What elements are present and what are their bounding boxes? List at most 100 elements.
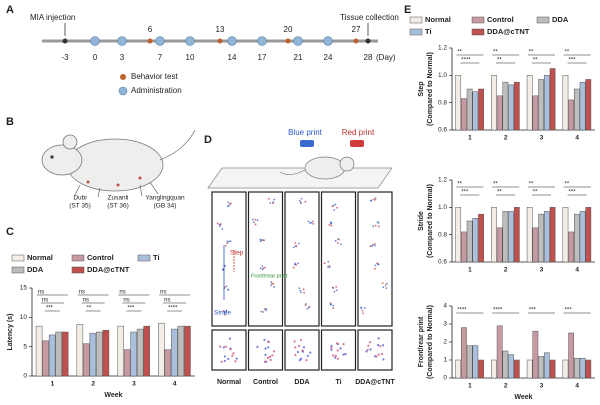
footprint-dot xyxy=(369,245,372,248)
x-tick-label: 4 xyxy=(575,135,579,142)
footprint-dot xyxy=(306,354,309,357)
footprint-dot xyxy=(377,353,380,356)
footprint-dot xyxy=(259,267,262,270)
y-tick-label: 0 xyxy=(443,375,447,382)
behavior-test-dot xyxy=(353,38,359,44)
footprint-dot xyxy=(298,200,301,202)
y-axis-label: Step xyxy=(418,81,425,96)
significance-label: *** xyxy=(569,58,577,64)
footprint-dot xyxy=(305,359,308,362)
footprint-dot xyxy=(265,309,268,312)
footprint-dot xyxy=(301,349,304,352)
significance-label: **** xyxy=(461,58,471,64)
panel-label: D xyxy=(204,134,212,146)
legend-swatch xyxy=(11,266,25,274)
footprint-dot xyxy=(363,307,366,309)
significance-label: ns xyxy=(79,290,85,296)
x-tick-label: 1 xyxy=(51,381,55,388)
footprint-dot xyxy=(262,311,265,313)
group-label: DDA@cTNT xyxy=(355,379,395,386)
bar xyxy=(508,211,514,263)
behavior-test-dot xyxy=(147,38,153,44)
footprint-dot xyxy=(332,307,335,310)
acupoint xyxy=(138,176,142,180)
footprint-box xyxy=(211,191,247,327)
footprint-box xyxy=(357,329,393,371)
x-tick-label: 4 xyxy=(575,267,579,274)
acupoint-code: (ST 35) xyxy=(69,203,91,210)
footprint-dot xyxy=(385,287,388,290)
footprint-dot xyxy=(268,355,272,358)
footprint-dot xyxy=(259,238,262,241)
footprint-dot xyxy=(300,291,303,294)
print-label: Red print xyxy=(342,128,375,137)
test-day-label: 6 xyxy=(148,25,153,34)
significance-label: ** xyxy=(565,182,570,188)
footprint-dot xyxy=(327,260,330,263)
footprint-dot xyxy=(330,348,333,352)
footprint-dot xyxy=(307,306,310,309)
bar xyxy=(461,231,467,263)
acupoint-name: Yanglingquan xyxy=(145,195,185,202)
significance-label: ** xyxy=(497,190,502,196)
footprint-dot xyxy=(229,202,232,205)
walkway xyxy=(207,167,393,189)
day-label: 7 xyxy=(158,53,163,62)
x-tick-label: 1 xyxy=(468,267,472,274)
footprint-dot xyxy=(253,221,255,224)
bar xyxy=(526,359,533,379)
y-axis-label: Latency (s) xyxy=(7,314,14,351)
footprint-dot xyxy=(223,313,226,316)
footprint-dot xyxy=(294,263,296,266)
footprint-dot xyxy=(335,342,339,345)
group-label: Normal xyxy=(217,379,241,386)
legend-label: Administration xyxy=(131,86,182,95)
print-label: Blue print xyxy=(288,128,323,137)
footprint-dot xyxy=(379,345,382,348)
panel-label: E xyxy=(404,4,411,16)
administration-dot xyxy=(90,36,100,46)
x-tick-label: 2 xyxy=(504,267,508,274)
footprint-dot xyxy=(226,240,229,243)
significance-label: **** xyxy=(493,308,503,314)
significance-label: ns xyxy=(83,298,89,304)
footprint-dot xyxy=(222,346,225,349)
group-label: DDA xyxy=(294,379,309,386)
bar xyxy=(562,359,569,379)
y-tick-label: 10 xyxy=(20,314,28,321)
bar xyxy=(491,359,497,379)
x-tick-label: 4 xyxy=(575,383,579,390)
footprint-dot xyxy=(369,348,372,351)
x-tick-label: 1 xyxy=(468,135,472,142)
footprint-dot xyxy=(304,200,307,203)
y-tick-label: 5 xyxy=(23,343,27,350)
footprint-dot xyxy=(372,244,374,246)
significance-label: ** xyxy=(497,58,502,64)
bar xyxy=(543,75,550,131)
x-tick-label: 3 xyxy=(540,383,544,390)
footprint-dot xyxy=(302,288,305,291)
footprint-dot xyxy=(260,239,263,242)
y-tick-label: 0.6 xyxy=(438,127,447,134)
footprint-dot xyxy=(267,346,270,349)
footprint-dot xyxy=(294,346,297,349)
footprint-dot xyxy=(336,206,338,209)
footprint-dot xyxy=(254,223,257,226)
footprint-dot xyxy=(381,344,385,347)
measure-label: Front/rear print xyxy=(251,273,288,279)
footprint-dot xyxy=(374,224,377,227)
bar xyxy=(478,213,484,263)
footprint-dot xyxy=(310,221,313,224)
behavior-test-dot xyxy=(285,38,291,44)
day-label: 28 xyxy=(364,53,373,62)
bar xyxy=(48,334,56,377)
significance-label: **** xyxy=(168,306,178,312)
legend-swatch xyxy=(471,28,485,36)
y-tick-label: 1.0 xyxy=(438,204,447,211)
bar xyxy=(562,207,569,263)
legend-swatch xyxy=(120,74,126,80)
day-label: 17 xyxy=(258,53,267,62)
legend-swatch xyxy=(471,16,485,24)
significance-label: *** xyxy=(461,190,469,196)
